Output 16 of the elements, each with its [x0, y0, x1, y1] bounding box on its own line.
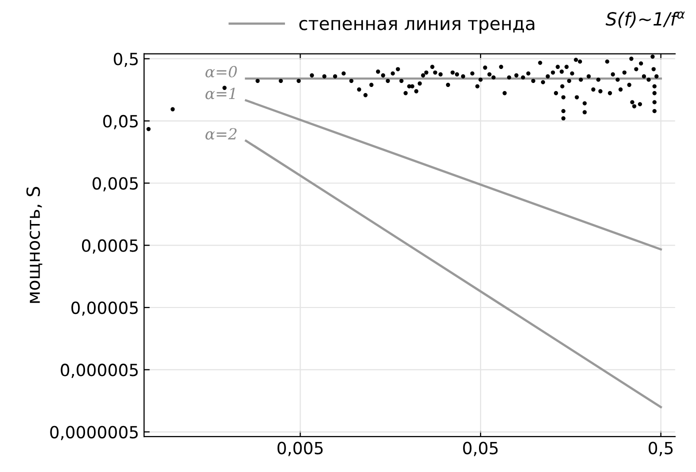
y-tick-label: 0,05 [103, 114, 138, 130]
x-tick-label: 0,005 [278, 442, 323, 456]
y-tick-label: 0,000005 [60, 364, 138, 378]
annotation: α=2 [205, 128, 237, 140]
x-tick-label: 0,5 [648, 442, 673, 456]
y-tick-label: 0,5 [114, 52, 138, 67]
x-tick-label: 0,05 [463, 442, 498, 456]
y-axis-title: мощность, S [26, 186, 42, 303]
y-tick-label: 0,0000005 [50, 426, 138, 440]
annotation: α=0 [205, 66, 237, 78]
annotation: α=1 [205, 88, 235, 100]
text: S(f)~1/f$^{α}$ [606, 11, 685, 28]
legend-label: степенная линия тренда [299, 20, 534, 34]
y-tick-label: 0,0005 [82, 239, 138, 254]
y-tick-label: 0,00005 [71, 301, 138, 316]
y-tick-label: 0,005 [92, 177, 138, 192]
